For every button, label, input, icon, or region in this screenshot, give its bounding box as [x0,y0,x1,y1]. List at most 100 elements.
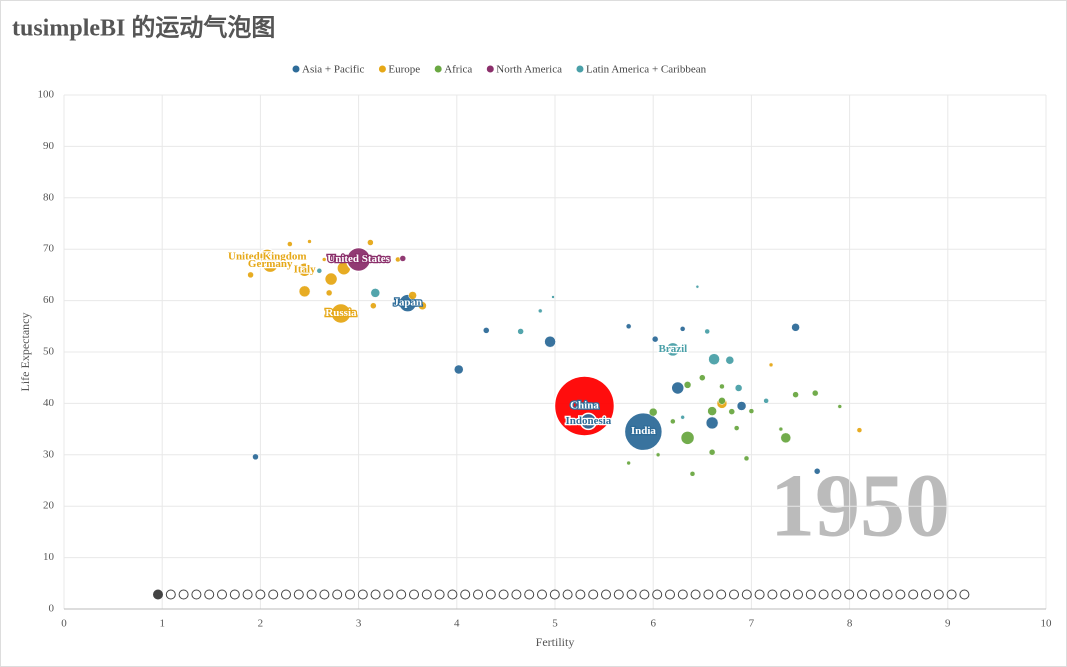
bubble [579,412,598,431]
bubble-label: Brazil [658,343,687,355]
timeline-step [370,589,381,600]
bubble [689,471,696,477]
timeline-step [447,589,458,600]
timeline-step [818,589,829,600]
bubble [517,328,524,335]
timeline-step [511,589,522,600]
bubble [704,328,710,335]
bubble [748,408,755,414]
timeline-step [652,589,663,600]
bubble [837,404,843,409]
y-tick-label: 40 [43,397,55,409]
x-tick-label: 7 [749,618,755,630]
bubble [708,448,716,456]
timeline-step [153,589,163,600]
timeline-step [537,589,547,600]
legend-marker [378,65,386,73]
bubble [763,398,769,404]
x-tick-label: 9 [945,618,951,630]
bubble [551,295,555,299]
timeline-step [908,589,919,600]
timeline-step [460,589,471,600]
timeline-step [409,589,419,600]
timeline-step [729,589,739,600]
timeline-step [831,589,842,600]
bubble [811,389,819,397]
timeline-step [895,589,906,600]
timeline-step [434,589,445,600]
bubble [695,284,700,289]
bubble [679,430,696,446]
bubble [316,268,323,274]
timeline-step [498,589,509,600]
bubble-label: China [570,400,599,412]
bubble [768,362,774,368]
timeline-step [242,589,253,600]
x-tick-label: 5 [552,618,558,630]
timeline-step [946,589,957,600]
bubble [321,257,327,262]
timeline-step [741,589,752,600]
timeline-step [255,589,266,600]
bubble [651,335,659,343]
bubble [665,341,681,358]
bubble [296,262,313,278]
bubble [252,453,259,461]
timeline-step [780,589,791,600]
legend-marker [292,65,300,73]
timeline-step [319,589,330,600]
timeline-step [204,589,215,600]
bubble [648,407,658,417]
timeline-step [933,589,944,600]
x-axis-label: Fertility [536,635,575,649]
y-tick-label: 50 [43,346,55,358]
timeline-step [869,589,880,600]
bubble [544,335,556,348]
timeline-step [332,589,343,600]
y-tick-label: 90 [43,140,55,152]
timeline-step [396,589,407,600]
timeline-step [626,589,637,600]
timeline-step [293,589,304,600]
timeline-step [677,589,688,600]
x-tick-label: 1 [159,618,165,630]
bubble [708,353,720,365]
bubble [298,285,311,298]
bubble [736,401,747,411]
timeline-step [959,589,970,600]
bubble [553,375,616,437]
bubble [707,406,717,416]
bubble [670,380,685,396]
timeline-step [882,589,893,600]
timeline-step [229,589,240,600]
x-tick-label: 6 [650,618,656,630]
x-tick-label: 0 [61,618,67,630]
timeline-step [703,589,714,600]
bubble [734,384,743,392]
bubble [683,381,692,389]
timeline-step [421,589,432,600]
timeline-step [306,589,317,600]
bubble [725,355,735,365]
bubble [780,432,792,444]
bubble [399,255,407,262]
x-tick-label: 2 [258,618,264,630]
timeline-step [562,589,573,600]
bubble [699,374,706,381]
bubble [791,323,800,332]
bubble-label: United States [327,253,390,265]
bubble [538,308,543,314]
legend-marker [576,65,584,73]
legend-marker [434,65,442,73]
bubble [261,255,279,274]
y-tick-label: 100 [38,89,55,101]
bubble [626,460,631,466]
bubble [323,271,339,287]
x-tick-label: 4 [454,618,460,630]
bubble [792,391,799,398]
legend-label: North America [496,64,562,76]
legend-label: Latin America + Caribbean [586,64,707,76]
timeline-step [485,589,496,600]
